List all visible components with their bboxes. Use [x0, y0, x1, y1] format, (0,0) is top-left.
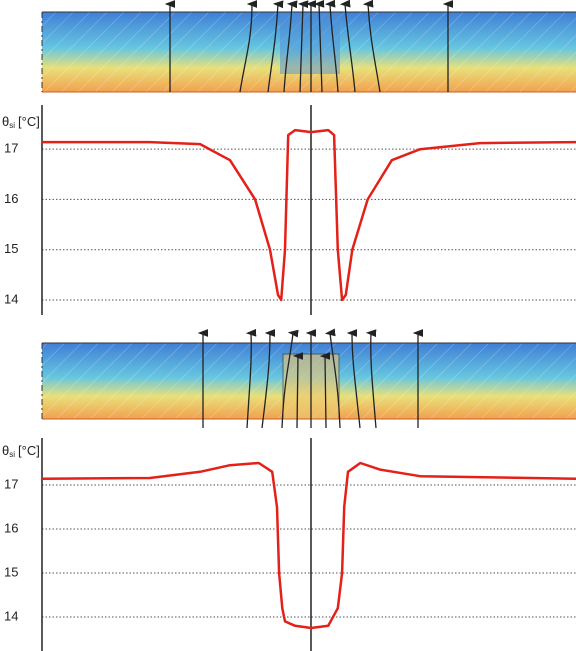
diagram-bottom	[41, 328, 576, 429]
chart-top: θsi [°C] 14 15 16 17	[2, 105, 576, 315]
y-tick-label: 15	[4, 564, 18, 579]
y-tick-label: 15	[4, 241, 18, 256]
y-tick-label: 14	[4, 608, 18, 623]
y-tick-label: 16	[4, 191, 18, 206]
y-tick-label: 14	[4, 291, 18, 306]
y-axis-subscript: si	[9, 450, 15, 459]
y-axis-unit: [°C]	[18, 443, 40, 458]
y-axis-symbol: θ	[2, 443, 9, 458]
y-axis-label: θsi [°C]	[2, 114, 40, 130]
y-axis-label: θsi [°C]	[2, 443, 40, 459]
y-axis-subscript: si	[9, 121, 15, 130]
y-axis-unit: [°C]	[18, 114, 40, 129]
diagram-top	[41, 0, 576, 93]
temperature-curve	[41, 461, 576, 630]
y-tick-label: 17	[4, 476, 18, 491]
chart-bottom: θsi [°C] 14 15 16 17	[2, 438, 576, 651]
y-axis-symbol: θ	[2, 114, 9, 129]
y-tick-label: 16	[4, 520, 18, 535]
temperature-curve	[42, 128, 576, 302]
y-tick-label: 17	[4, 141, 18, 156]
